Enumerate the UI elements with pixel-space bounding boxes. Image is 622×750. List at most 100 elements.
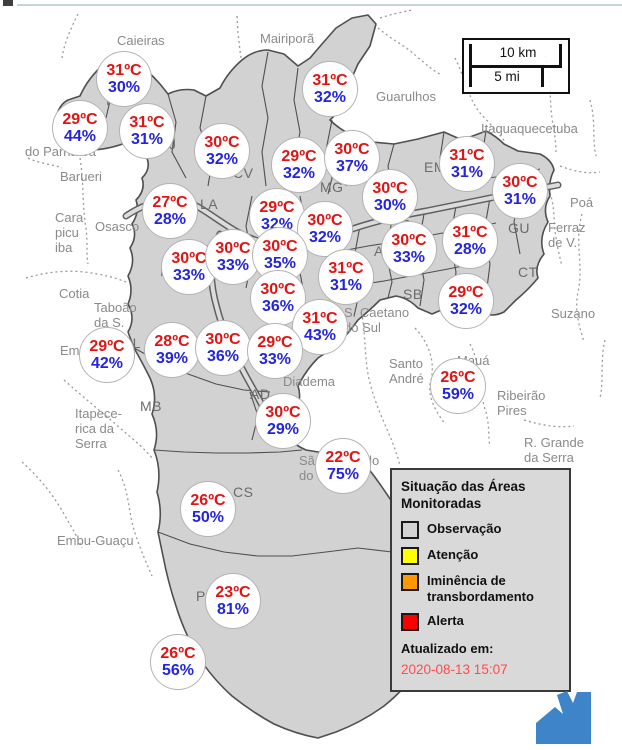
humidity-value: 33% [392, 249, 426, 266]
temperature-value: 29ºC [281, 148, 317, 165]
humidity-value: 59% [441, 386, 475, 403]
district-label: MG [320, 179, 344, 195]
humidity-value: 33% [258, 351, 292, 368]
humidity-value: 35% [263, 255, 297, 272]
station-badge: 31ºC 32% [302, 61, 358, 117]
town-label: Suzano [551, 306, 596, 321]
station-badge: 27ºC 28% [142, 183, 198, 239]
station-badge: 31ºC 28% [442, 213, 498, 269]
town-label: Caieiras [117, 33, 165, 48]
humidity-value: 36% [261, 298, 295, 315]
district-label: GU [508, 220, 530, 236]
temperature-value: 31ºC [312, 72, 348, 89]
station-badge: 26ºC 56% [150, 634, 206, 690]
temperature-value: 29ºC [259, 199, 295, 216]
town-label: Guarulhos [376, 89, 436, 104]
blue-arrow-icon [536, 691, 591, 744]
station-badge: 22ºC 75% [315, 438, 371, 494]
district-label: LA [200, 196, 219, 212]
station-badge: 30ºC 29% [255, 393, 311, 449]
humidity-value: 32% [308, 229, 342, 246]
station-badge: 29ºC 42% [79, 327, 135, 383]
temperature-value: 26ºC [190, 492, 226, 509]
district-label: CT [518, 264, 538, 280]
district-label: A [374, 243, 384, 259]
humidity-value: 36% [206, 348, 240, 365]
humidity-value: 43% [303, 327, 337, 344]
station-badge: 30ºC 33% [161, 239, 217, 295]
temperature-value: 28ºC [154, 333, 190, 350]
temperature-value: 27ºC [152, 194, 188, 211]
humidity-value: 75% [326, 466, 360, 483]
station-badge: 30ºC 32% [194, 123, 250, 179]
humidity-value: 56% [161, 662, 195, 679]
humidity-value: 44% [63, 128, 97, 145]
temperature-value: 29ºC [257, 334, 293, 351]
station-badge: 30ºC 31% [492, 163, 548, 219]
humidity-value: 31% [503, 191, 537, 208]
legend-updated-label: Atualizado em: [401, 641, 494, 656]
station-badge: 30ºC 33% [381, 221, 437, 277]
town-label: Barueri [60, 169, 102, 184]
humidity-value: 31% [329, 277, 363, 294]
scalebar-baseline [469, 65, 562, 68]
station-badge: 30ºC 30% [362, 169, 418, 225]
humidity-value: 33% [172, 267, 206, 284]
legend-updated-value: 2020-08-13 15:07 [401, 662, 508, 677]
temperature-value: 30ºC [262, 238, 298, 255]
town-label: S. Caetano do Sul [344, 305, 410, 335]
temperature-value: 29ºC [62, 111, 98, 128]
station-badge: 29ºC 33% [247, 323, 303, 379]
station-badge: 31ºC 30% [96, 51, 152, 107]
humidity-value: 32% [449, 301, 483, 318]
legend-title: Situação das Áreas Monitoradas [401, 479, 526, 511]
town-label: R. Grande da Serra [524, 435, 584, 465]
humidity-value: 29% [266, 421, 300, 438]
temperature-value: 30ºC [171, 250, 207, 267]
temperature-value: 30ºC [215, 240, 251, 257]
station-badge: 30ºC 36% [195, 320, 251, 376]
station-badge: 30ºC 33% [205, 229, 261, 285]
municipal-borders [21, 9, 606, 577]
town-label: Taboão da S. [94, 300, 137, 330]
map-scalebar: 10 km 5 mi [462, 38, 570, 94]
legend-item-label: Iminência de transbordamento [427, 573, 534, 604]
legend-item-label: Atenção [427, 547, 479, 562]
district-label: MB [140, 398, 162, 414]
temperature-value: 26ºC [440, 369, 476, 386]
town-label: Itaquaquecetuba [481, 121, 578, 136]
temperature-value: 29ºC [89, 338, 125, 355]
temperature-value: 31ºC [129, 114, 165, 131]
temperature-value: 31ºC [328, 260, 364, 277]
temperature-value: 22ºC [325, 449, 361, 466]
station-badge: 29ºC 44% [52, 100, 108, 156]
temperature-value: 30ºC [372, 180, 408, 197]
station-badge: 28ºC 39% [144, 322, 200, 378]
temperature-value: 31ºC [452, 224, 488, 241]
temperature-value: 30ºC [502, 174, 538, 191]
legend-swatch [401, 573, 419, 591]
station-badge: 26ºC 59% [430, 358, 486, 414]
corner-mark [3, 0, 13, 6]
town-label: Ribeirão Pires [497, 388, 546, 418]
scalebar-right-tick [559, 44, 562, 68]
humidity-value: 32% [313, 89, 347, 106]
town-label: Cara picu iba [55, 210, 84, 255]
legend-swatch [401, 613, 419, 631]
temperature-value: 30ºC [204, 134, 240, 151]
station-badge: 29ºC 32% [438, 273, 494, 329]
humidity-value: 30% [107, 79, 141, 96]
temperature-value: 31ºC [106, 62, 142, 79]
town-label: Osasco [95, 219, 140, 234]
top-divider [17, 4, 622, 6]
town-label: Itapece- rica da Serra [75, 406, 122, 451]
temperature-value: 29ºC [448, 284, 484, 301]
town-label: Cotia [59, 286, 90, 301]
humidity-value: 31% [130, 131, 164, 148]
legend-item: Observação [401, 521, 560, 539]
temperature-value: 30ºC [334, 141, 370, 158]
humidity-value: 28% [153, 211, 187, 228]
humidity-value: 50% [191, 509, 225, 526]
station-badge: 23ºC 81% [205, 573, 261, 629]
